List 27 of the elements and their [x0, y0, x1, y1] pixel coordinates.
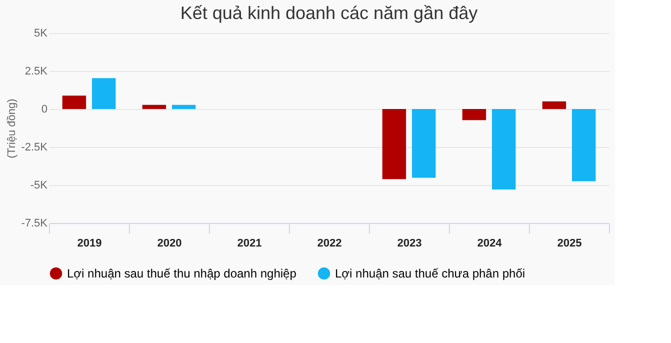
y-tick-label: -7.5K — [21, 218, 48, 230]
bar — [382, 109, 406, 180]
chart-title: Kết quả kinh doanh các năm gần đây — [180, 3, 478, 23]
y-tick-label: 5K — [34, 28, 48, 40]
y-tick-label: 0 — [41, 104, 48, 116]
bar — [542, 101, 566, 109]
bar — [492, 109, 516, 190]
x-tick-label: 2021 — [237, 238, 262, 250]
x-tick-label: 2025 — [557, 238, 582, 250]
y-tick-label: -5K — [30, 180, 48, 192]
y-tick-label: 2.5K — [24, 66, 48, 78]
x-tick-label: 2020 — [157, 238, 182, 250]
y-axis-title: (Triệu đồng) — [6, 98, 18, 158]
x-tick-label: 2022 — [317, 238, 342, 250]
bar — [462, 109, 486, 120]
bar — [142, 104, 166, 109]
x-tick-label: 2023 — [397, 238, 422, 250]
bar — [172, 104, 196, 109]
x-tick-label: 2024 — [477, 238, 503, 250]
legend-label: Lợi nhuận sau thuế chưa phân phối — [335, 266, 526, 280]
bar — [92, 78, 116, 109]
y-tick-label: -2.5K — [21, 142, 48, 154]
bar — [412, 109, 436, 178]
bar — [62, 96, 86, 109]
x-tick-label: 2019 — [77, 238, 102, 250]
legend-label: Lợi nhuận sau thuế thu nhập doanh nghiệp — [67, 266, 297, 280]
bar — [572, 109, 596, 182]
